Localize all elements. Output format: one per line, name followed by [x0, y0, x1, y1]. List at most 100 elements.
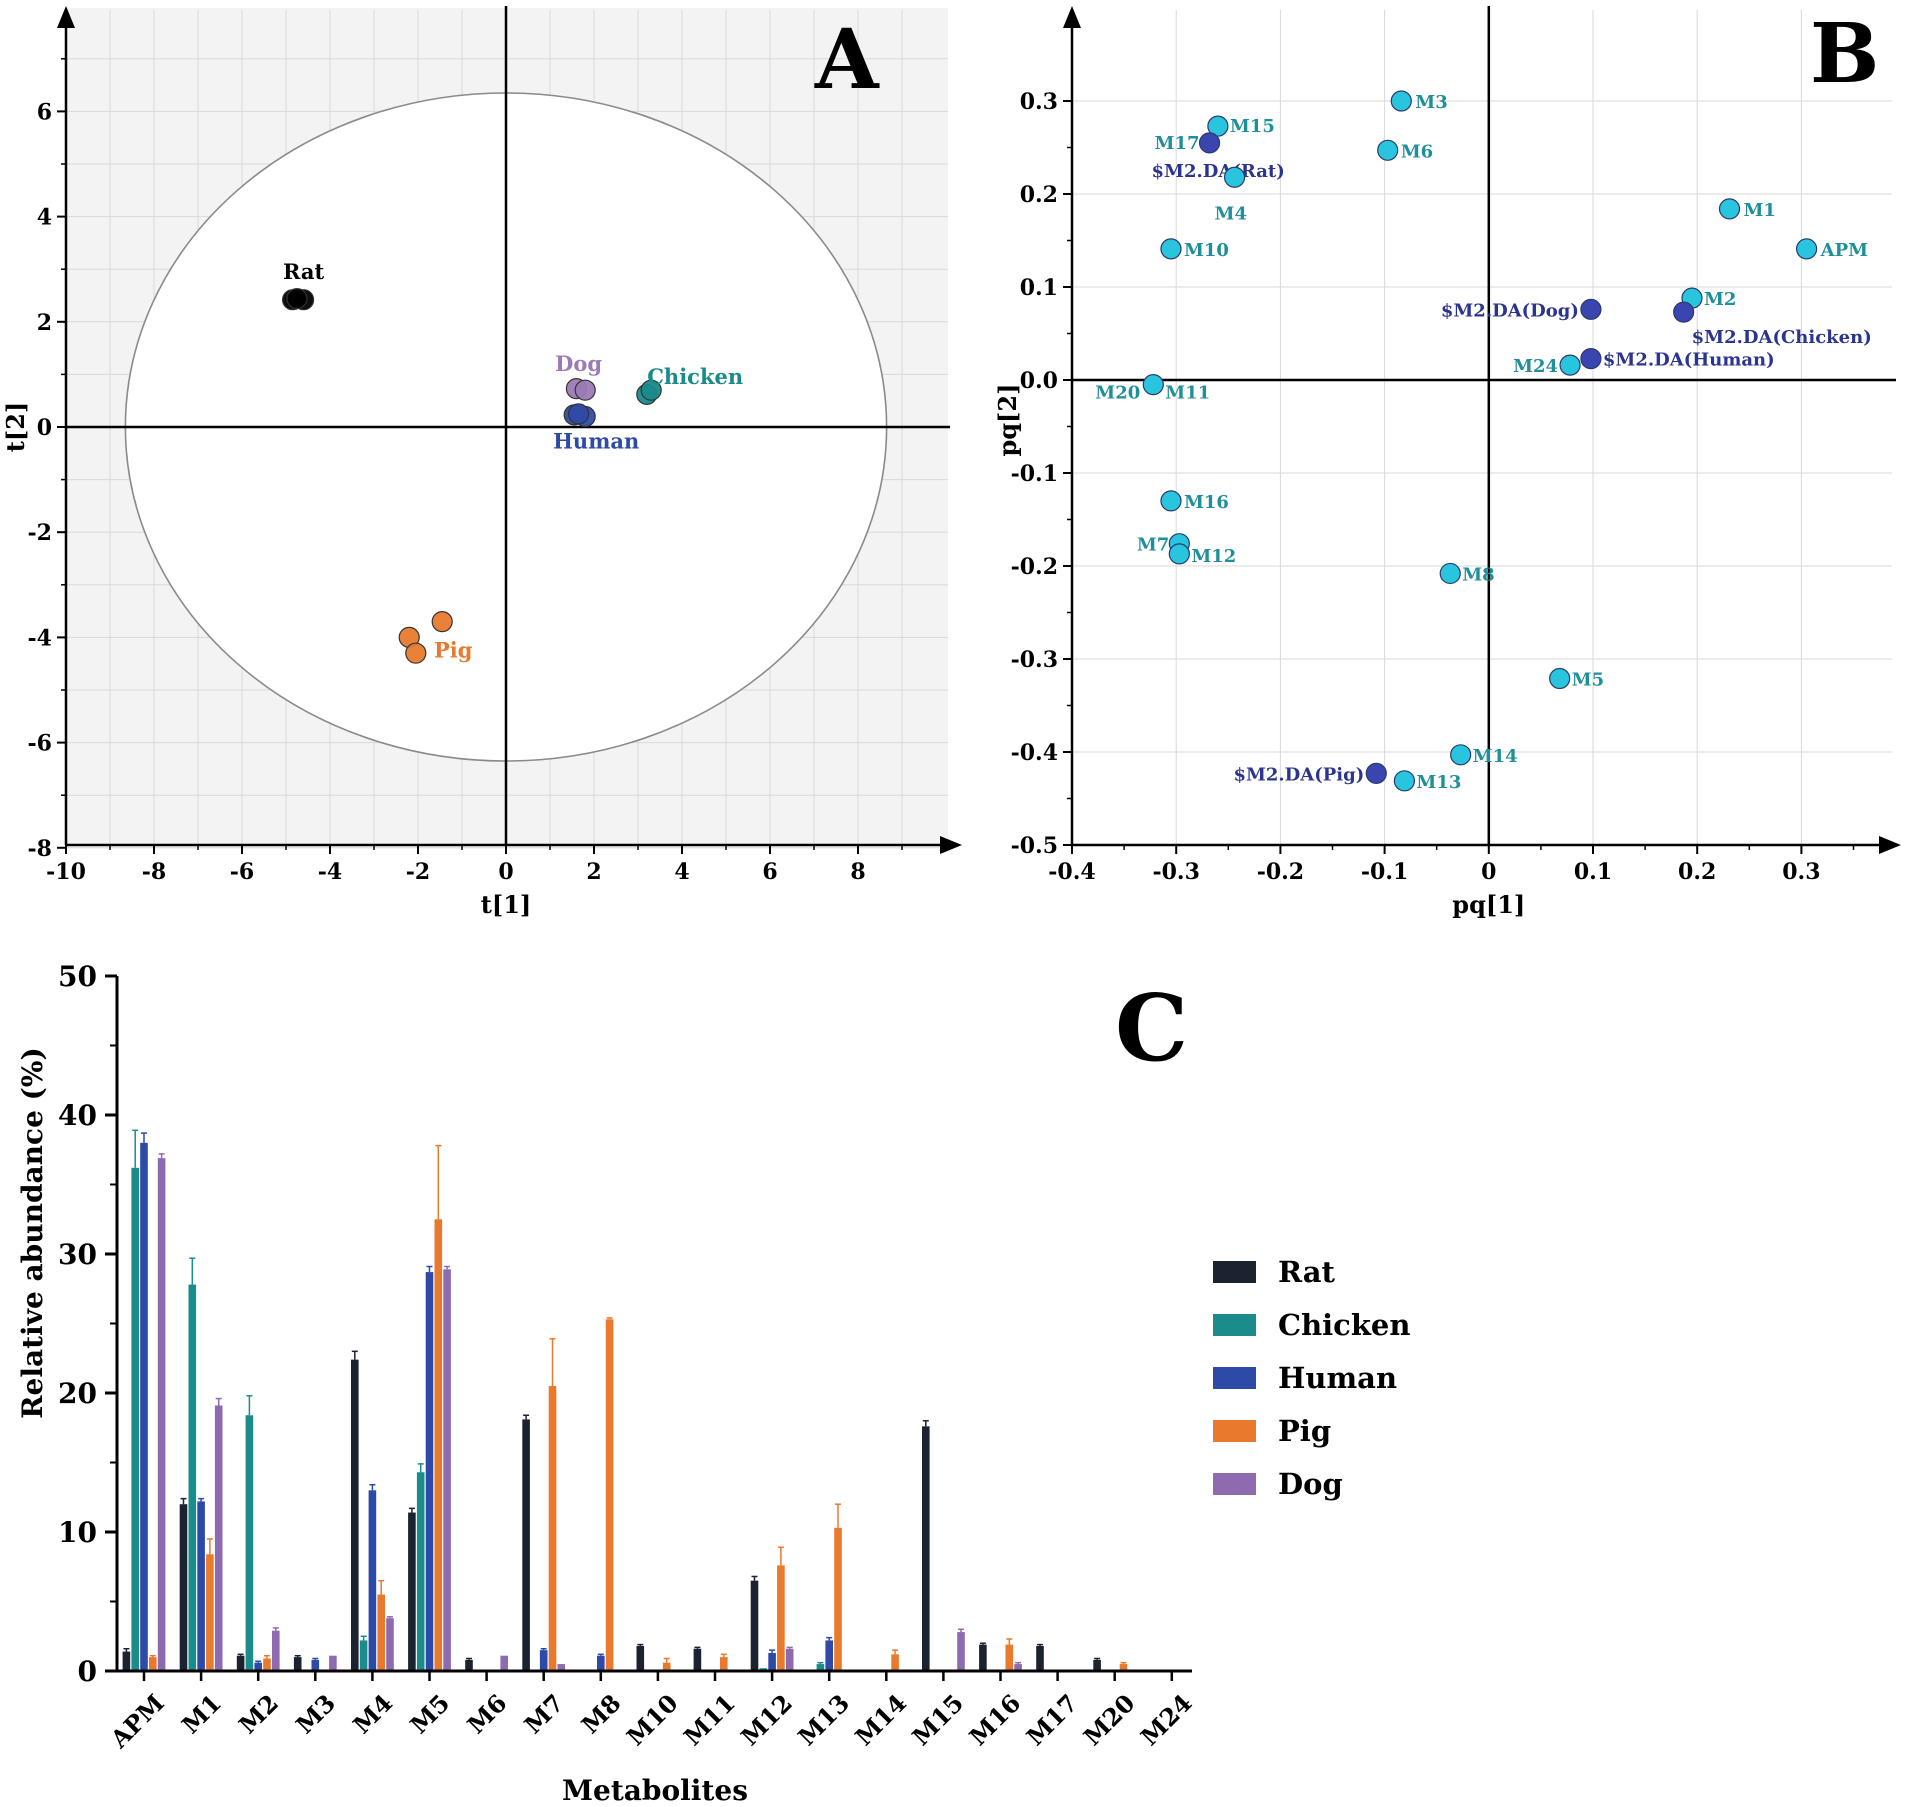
point-label-m4: M4: [1215, 203, 1247, 224]
bar-chicken-m1: [188, 1284, 197, 1671]
bar-rat-m10: [636, 1645, 645, 1671]
bar-rat-m12: [750, 1580, 759, 1671]
x-tick-label: M2: [233, 1688, 284, 1739]
panel-a-letter: A: [814, 12, 880, 108]
panel-b-grid: [1071, 10, 1892, 846]
y-tick-label: 50: [58, 960, 97, 993]
bar-rat-m11: [693, 1648, 702, 1671]
y-tick-label: -0.1: [1011, 461, 1058, 487]
loading-point-m24: [1559, 354, 1581, 376]
bar-human-m7: [539, 1650, 548, 1671]
bar-human-m3: [311, 1659, 320, 1671]
bar-human-m5: [425, 1272, 434, 1671]
x-tick-label: M20: [1078, 1688, 1141, 1751]
point-label-m12: M12: [1191, 546, 1236, 567]
bar-dog-m1: [214, 1405, 223, 1671]
point-label-m17: M17: [1155, 133, 1200, 154]
bar-rat-m6: [465, 1659, 473, 1671]
x-tick-label: -0.3: [1152, 859, 1199, 885]
loading-point-m2-da-pig: [1365, 762, 1387, 784]
legend-swatch-rat: [1213, 1261, 1256, 1283]
point-label-m20: M20: [1095, 383, 1140, 404]
legend-swatch-chicken: [1213, 1314, 1256, 1336]
loading-point-m16: [1160, 490, 1182, 512]
x-tick-label: M5: [404, 1688, 455, 1739]
bar-human-m8: [597, 1655, 605, 1671]
bar-chicken-m5: [416, 1472, 425, 1671]
panel-a-y-axis-label: t[2]: [1, 402, 30, 453]
point-label-m7: M7: [1137, 535, 1169, 556]
x-tick-label: 2: [586, 859, 601, 885]
x-tick-label: M12: [735, 1688, 798, 1751]
loading-point-m6: [1377, 139, 1399, 161]
bar-rat-m5: [408, 1512, 416, 1671]
y-tick-label: -0.2: [1011, 554, 1058, 580]
loading-point-m12: [1168, 543, 1190, 565]
bar-dog-apm: [157, 1158, 166, 1671]
x-tick-label: M17: [1021, 1688, 1084, 1751]
x-tick-label: M3: [290, 1688, 341, 1739]
y-tick-label: 0: [78, 1655, 97, 1688]
loading-point-m2-da-chicken: [1673, 301, 1695, 323]
group-label-dog: Dog: [555, 351, 602, 376]
bar-rat-apm: [122, 1651, 131, 1671]
y-tick-label: 0.0: [1020, 368, 1058, 394]
point-label-m11: M11: [1165, 383, 1210, 404]
legend-swatch-dog: [1213, 1473, 1256, 1495]
bar-pig-apm: [149, 1657, 157, 1671]
bar-rat-m1: [179, 1504, 188, 1671]
loading-point-m5: [1549, 667, 1571, 690]
group-label-rat: Rat: [283, 259, 325, 284]
bar-human-m13: [825, 1640, 833, 1671]
score-point-pig: [431, 611, 453, 633]
bar-pig-m11: [720, 1657, 728, 1671]
y-tick-label: 0.2: [1020, 182, 1058, 208]
panel-b: -0.4 -0.3 -0.2 -0.1 0 0.1 0.2 0.3-0.5-0.4-0.3-0…: [993, 6, 1901, 919]
point-label-m2: M2: [1704, 289, 1736, 310]
bar-dog-m7: [557, 1664, 566, 1671]
bar-rat-m16: [979, 1644, 987, 1671]
panel-b-x-axis-label: pq[1]: [1452, 890, 1525, 919]
x-tick-label: 0.1: [1574, 859, 1612, 885]
score-point-pig: [405, 642, 427, 664]
point-label-m2-da-rat: $M2.DA(Rat): [1152, 161, 1285, 182]
panel-c-y-axis-label: Relative abundance (%): [16, 1047, 49, 1419]
point-label-m13: M13: [1416, 772, 1461, 793]
bar-pig-m16: [1005, 1644, 1014, 1671]
panel-c-legend: Rat Chicken Human Pig Dog: [1213, 1255, 1410, 1501]
bar-dog-m6: [500, 1655, 508, 1671]
loading-point-m13: [1393, 770, 1415, 792]
bar-human-m12: [768, 1652, 776, 1671]
loading-point-m10: [1160, 238, 1182, 260]
bar-dog-m3: [329, 1655, 337, 1671]
x-tick-label: M11: [678, 1688, 741, 1751]
bar-rat-m3: [293, 1657, 302, 1671]
point-label-m2-da-human: $M2.DA(Human): [1603, 350, 1775, 371]
legend-swatch-pig: [1213, 1420, 1256, 1442]
x-tick-label: M24: [1135, 1688, 1198, 1751]
x-tick-label: 0: [498, 859, 513, 885]
x-axis-arrow: [940, 836, 962, 854]
loading-point-m15: [1207, 115, 1229, 137]
bar-pig-m5: [434, 1219, 443, 1671]
score-point-dog: [574, 379, 596, 401]
point-label-m8: M8: [1462, 564, 1494, 585]
y-tick-label: -0.5: [1011, 833, 1058, 859]
point-label-m1: M1: [1744, 200, 1776, 221]
bar-human-m1: [197, 1501, 205, 1671]
point-label-m24: M24: [1513, 356, 1558, 377]
loading-point-m4: [1223, 166, 1246, 188]
bar-rat-m15: [922, 1426, 930, 1671]
x-axis-arrow: [1879, 836, 1901, 854]
x-tick-label: M1: [176, 1688, 227, 1739]
panel-c-axes: [115, 976, 1192, 1673]
y-tick-label: -4: [28, 625, 52, 651]
panel-b-ticks: -0.4 -0.3 -0.2 -0.1 0 0.1 0.2 0.3-0.5-0.4-0.3-0…: [1011, 89, 1855, 885]
y-tick-label: 0.3: [1020, 89, 1058, 115]
group-label-pig: Pig: [434, 638, 473, 663]
point-label-m15: M15: [1230, 116, 1275, 137]
